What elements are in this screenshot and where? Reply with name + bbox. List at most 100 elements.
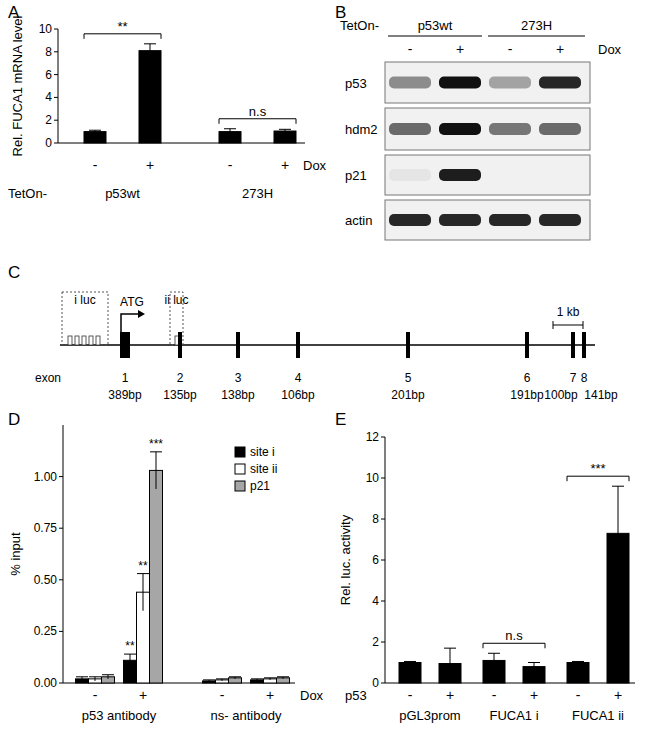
y-tick (54, 120, 58, 121)
x-tick-label: - (220, 687, 225, 703)
error-cap (572, 661, 584, 662)
row-label: hdm2 (345, 122, 378, 137)
y-axis (58, 29, 59, 143)
error-line (230, 129, 231, 135)
y-axis-label: Rel. FUCA1 mRNA level (10, 15, 25, 156)
error-cap (76, 676, 88, 677)
exon (178, 332, 182, 358)
x-tick-label: - (228, 157, 233, 173)
group-title: TetOn- (340, 18, 379, 33)
error-line (534, 663, 535, 671)
band (439, 214, 481, 226)
y-tick-label: 8 (45, 45, 52, 59)
figure: ABCDE0246810Rel. FUCA1 mRNA level-+-+Dox… (0, 0, 649, 756)
chart: 024681012Rel. luc. activity-+-+-+p53pGL3… (338, 430, 635, 723)
significance: ** (125, 639, 135, 653)
error-bar (150, 452, 162, 489)
legend-label: p21 (250, 479, 270, 493)
band (389, 214, 431, 226)
panel-letter: D (8, 410, 20, 429)
exon-number: 3 (235, 371, 242, 385)
significance: *** (590, 461, 605, 476)
band (439, 77, 481, 89)
y-axis-label: % input (8, 532, 23, 576)
group-label: FUCA1 ii (572, 708, 624, 723)
significance: n.s (505, 628, 523, 643)
x-tick-label: + (614, 687, 622, 703)
exon-size: 201bp (391, 388, 425, 402)
bar (274, 131, 296, 143)
error-bar (279, 129, 291, 132)
blot-strip (385, 108, 590, 150)
exon-number: 5 (405, 371, 412, 385)
error-line (494, 653, 495, 667)
error-bar (251, 679, 263, 681)
band (539, 169, 581, 181)
error-line (108, 675, 109, 679)
blot-strip (385, 62, 590, 103)
x-tick-label: - (576, 687, 581, 703)
band (389, 169, 431, 181)
plot-area (84, 44, 296, 143)
error-cap (89, 130, 101, 131)
exon-size: 141bp (584, 388, 618, 402)
p53-site (82, 336, 86, 345)
panel-letter: E (335, 410, 346, 429)
error-cap (216, 678, 228, 679)
error-cap (89, 676, 101, 677)
bar (399, 663, 421, 684)
band (539, 77, 581, 89)
legend-swatch (235, 481, 245, 491)
error-cap (224, 128, 236, 129)
error-cap (251, 678, 263, 679)
group-label: p53 antibody (82, 708, 157, 723)
exon-size: 389bp (108, 388, 142, 402)
y-tick (381, 519, 385, 520)
legend-swatch (235, 464, 245, 474)
panel-letter: C (8, 263, 20, 282)
y-tick-label: 4 (45, 90, 52, 104)
region-label: ii luc (164, 293, 188, 307)
y-tick (381, 601, 385, 602)
y-tick-label: 10 (366, 471, 380, 485)
start-arrowhead (138, 310, 145, 318)
group-label: p53wt (418, 18, 453, 33)
significance: ** (138, 559, 148, 573)
start-label: ATG (120, 295, 144, 309)
y-tick (59, 631, 63, 632)
exon-number: 4 (295, 371, 302, 385)
y-tick-label: 0.75 (34, 521, 58, 535)
y-tick (381, 642, 385, 643)
exon-number: 2 (177, 371, 184, 385)
gene-line (60, 344, 595, 346)
band (539, 214, 581, 226)
error-cap (279, 129, 291, 130)
error-bar (216, 679, 228, 681)
error-bar (277, 677, 289, 679)
y-tick-label: 2 (372, 635, 379, 649)
p53-site (96, 336, 100, 345)
error-bar (89, 677, 101, 681)
y-tick (381, 478, 385, 479)
gene-map: i lucii lucATG1 kbexon1389bp2135bp3138bp… (35, 292, 618, 402)
plot-area (399, 486, 629, 683)
exon (296, 332, 300, 358)
error-bar (224, 129, 236, 135)
lane-label: - (408, 41, 413, 57)
x-tick-label: + (146, 157, 154, 173)
y-tick (54, 51, 58, 52)
error-bar (488, 653, 500, 667)
legend-label: site i (250, 445, 275, 459)
error-cap (612, 486, 624, 487)
y-tick-label: 0.50 (34, 573, 58, 587)
exon-size: 106bp (281, 388, 315, 402)
error-cap (528, 662, 540, 663)
band (539, 123, 581, 135)
chart: 0.000.250.500.751.00% input-+-+Doxp53 an… (8, 425, 324, 723)
error-line (618, 486, 619, 580)
error-line (285, 129, 286, 132)
exon-size: 138bp (221, 388, 255, 402)
x-tick-label: + (446, 687, 454, 703)
lane-label: - (508, 41, 513, 57)
region-label: i luc (74, 293, 95, 307)
